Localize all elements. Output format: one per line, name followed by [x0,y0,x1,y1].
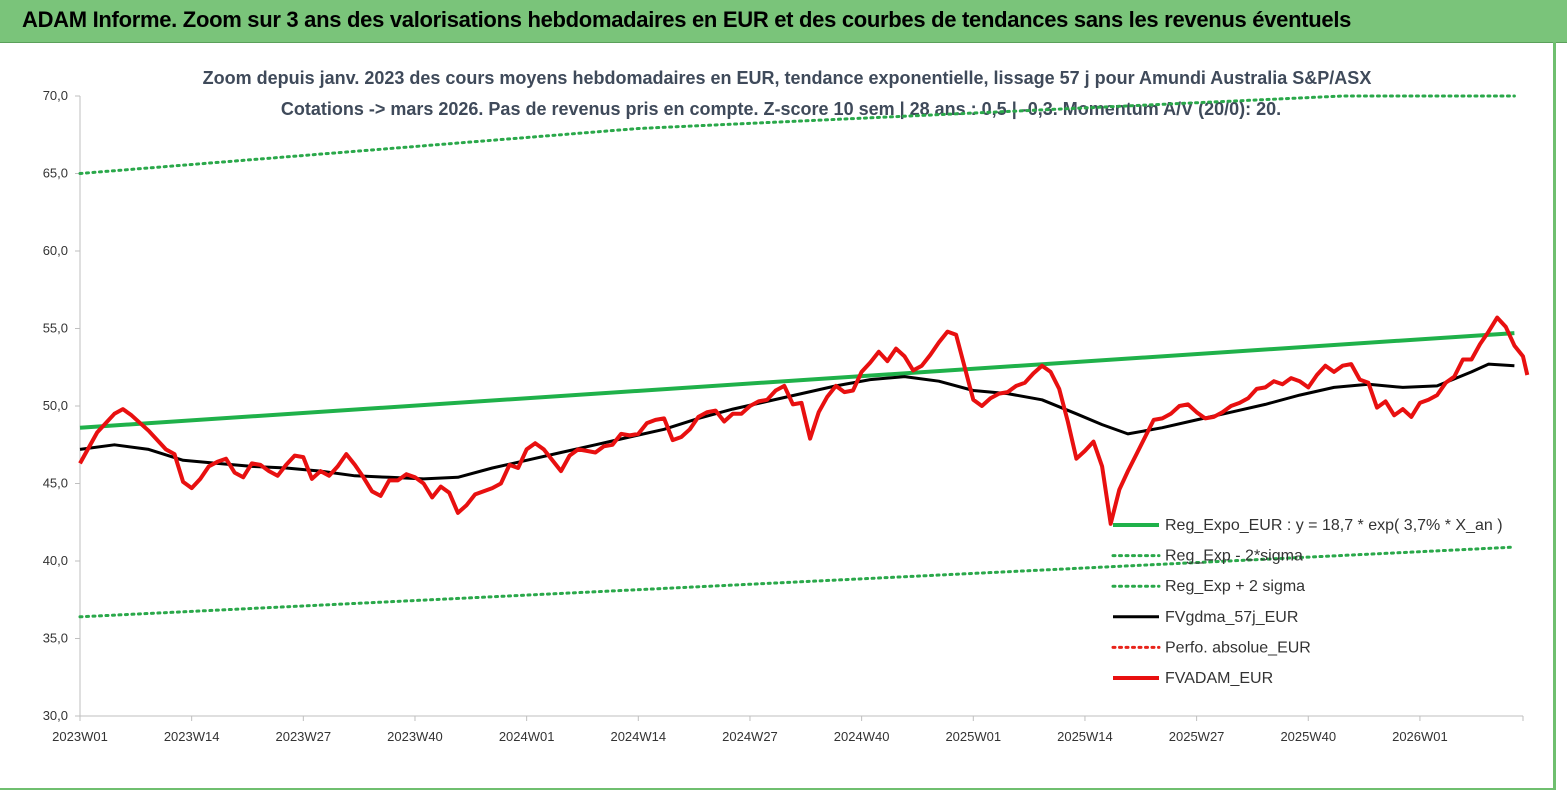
y-tick-label: 30,0 [43,708,68,723]
x-tick-label: 2024W27 [722,729,778,744]
legend-label: FVgdma_57j_EUR [1165,609,1298,626]
x-tick-label: 2025W27 [1169,729,1225,744]
y-tick-label: 50,0 [43,398,68,413]
x-tick-label: 2024W01 [499,729,555,744]
x-tick-label: 2026W01 [1392,729,1448,744]
chart-subtitle: Cotations -> mars 2026. Pas de revenus p… [281,99,1281,119]
x-tick-label: 2023W27 [275,729,331,744]
y-tick-label: 45,0 [43,476,68,491]
y-tick-label: 65,0 [43,166,68,181]
series-line-fvgdma-57j-eur [79,362,1515,481]
chart-axes: 30,0 35,0 40,0 45,0 50,0 55,0 60,0 65,0 70,0 2023… [43,88,1524,744]
legend-label: Reg_Expo_EUR : y = 18,7 * exp( 3,7% * X_… [1165,517,1503,534]
chart-legend: Reg_Expo_EUR : y = 18,7 * exp( 3,7% * X_… [1111,517,1503,687]
x-tick-label: 2023W40 [387,729,443,744]
legend-label: Reg_Exp + 2 sigma [1165,578,1305,595]
series-line-reg-exp-2-sigma [78,545,1516,619]
x-tick-label: 2024W14 [610,729,666,744]
x-tick-label: 2025W01 [945,729,1001,744]
legend-label: FVADAM_EUR [1165,670,1273,687]
y-tick-label: 60,0 [43,243,68,258]
chart-title: Zoom depuis janv. 2023 des cours moyens … [203,68,1372,88]
x-tick-label: 2025W40 [1280,729,1336,744]
chart-frame: Zoom depuis janv. 2023 des cours moyens … [0,42,1556,790]
y-tick-label: 70,0 [43,88,68,103]
legend-label: Perfo. absolue_EUR [1165,639,1311,656]
series-line-reg-expo-eur-y-18-7-exp-3-7-x-an [79,331,1515,430]
x-tick-label: 2024W40 [834,729,890,744]
report-title: ADAM Informe. Zoom sur 3 ans des valoris… [22,7,1352,32]
series-layer [78,94,1530,619]
x-tick-label: 2023W01 [52,729,108,744]
y-tick-label: 35,0 [43,631,68,646]
series-line-reg-exp-2-sigma [78,94,1516,175]
y-tick-label: 40,0 [43,553,68,568]
series-line-fvadam-eur [78,315,1530,526]
x-tick-label: 2025W14 [1057,729,1113,744]
chart-svg: Zoom depuis janv. 2023 des cours moyens … [43,68,1530,744]
report-banner: ADAM Informe. Zoom sur 3 ans des valoris… [0,0,1567,43]
x-tick-label: 2023W14 [164,729,220,744]
y-tick-label: 55,0 [43,321,68,336]
legend-label: Reg_Exp - 2*sigma [1165,548,1303,565]
